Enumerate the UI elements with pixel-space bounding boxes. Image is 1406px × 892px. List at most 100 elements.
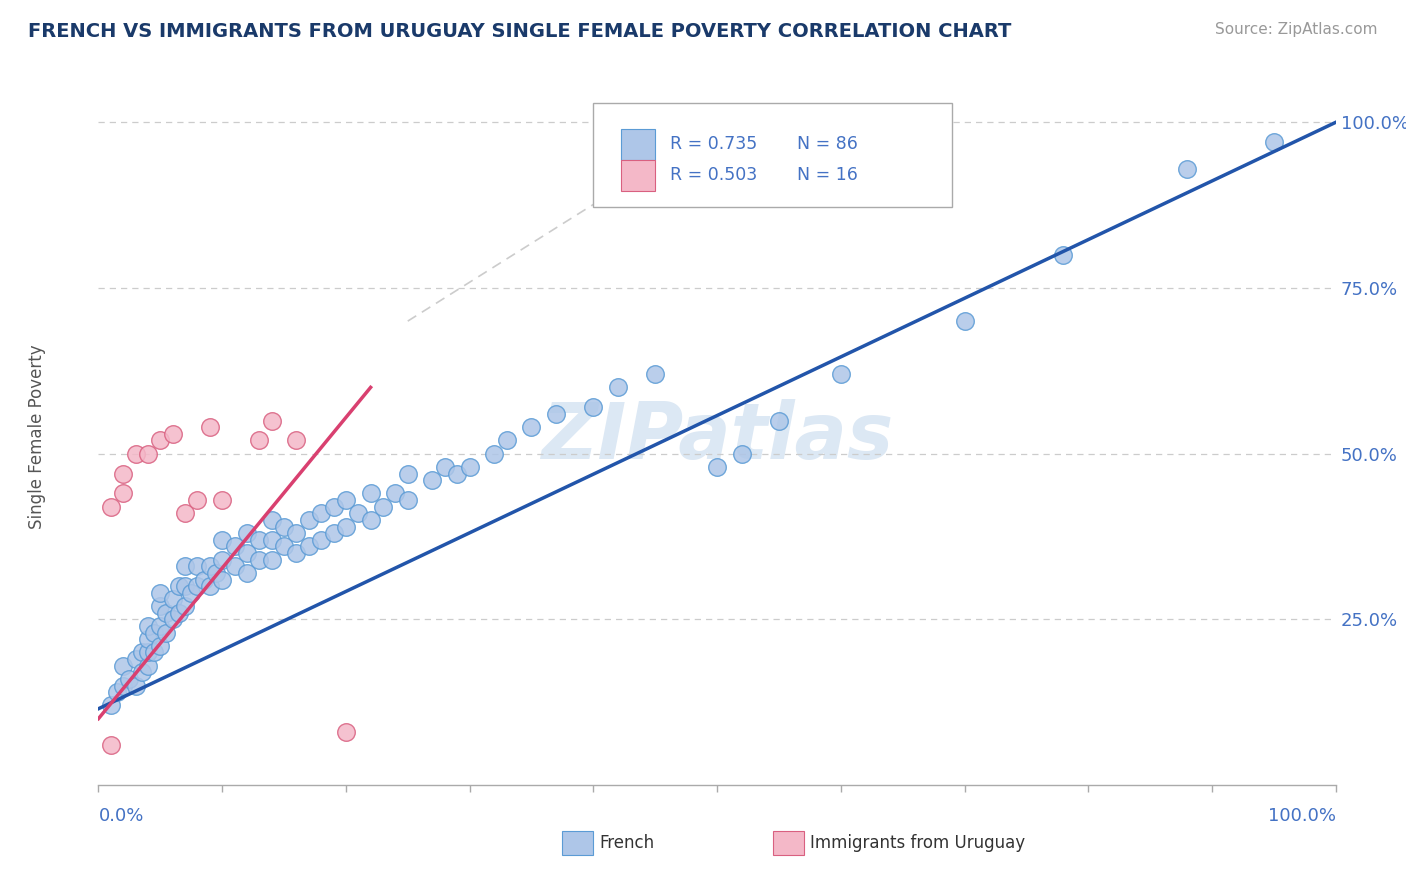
- Text: R = 0.503: R = 0.503: [671, 166, 758, 184]
- Point: [607, 380, 630, 394]
- Point: [100, 500, 122, 514]
- Point: [211, 552, 233, 566]
- Point: [285, 526, 308, 541]
- Point: [260, 413, 283, 427]
- Text: N = 16: N = 16: [797, 166, 858, 184]
- Point: [112, 658, 135, 673]
- Point: [136, 619, 159, 633]
- Point: [174, 579, 197, 593]
- Point: [149, 586, 172, 600]
- Point: [174, 599, 197, 613]
- Point: [260, 513, 283, 527]
- Point: [484, 447, 506, 461]
- Point: [360, 486, 382, 500]
- Text: 100.0%: 100.0%: [1268, 807, 1336, 825]
- Point: [458, 459, 481, 474]
- Point: [495, 434, 517, 448]
- FancyBboxPatch shape: [620, 128, 655, 160]
- Point: [644, 367, 666, 381]
- Point: [247, 533, 270, 547]
- Point: [100, 698, 122, 713]
- Text: Immigrants from Uruguay: Immigrants from Uruguay: [810, 834, 1025, 852]
- Point: [298, 540, 321, 554]
- Point: [136, 632, 159, 647]
- Point: [131, 645, 153, 659]
- Point: [186, 579, 208, 593]
- Point: [236, 526, 259, 541]
- Point: [167, 606, 190, 620]
- Point: [124, 652, 146, 666]
- Point: [211, 493, 233, 508]
- Point: [174, 559, 197, 574]
- Point: [193, 573, 215, 587]
- Point: [260, 533, 283, 547]
- Point: [322, 526, 344, 541]
- Point: [180, 586, 202, 600]
- Point: [247, 434, 270, 448]
- Point: [384, 486, 406, 500]
- Point: [155, 625, 177, 640]
- Point: [446, 467, 468, 481]
- Point: [186, 559, 208, 574]
- Text: French: French: [599, 834, 654, 852]
- Text: Single Female Poverty: Single Female Poverty: [28, 345, 45, 529]
- Point: [520, 420, 543, 434]
- Text: Source: ZipAtlas.com: Source: ZipAtlas.com: [1215, 22, 1378, 37]
- Point: [347, 506, 370, 520]
- Point: [211, 573, 233, 587]
- Point: [335, 725, 357, 739]
- Point: [198, 559, 221, 574]
- Point: [322, 500, 344, 514]
- Point: [143, 625, 166, 640]
- Point: [335, 519, 357, 533]
- Point: [162, 592, 184, 607]
- Point: [149, 619, 172, 633]
- Point: [167, 579, 190, 593]
- Point: [1052, 248, 1074, 262]
- Point: [236, 546, 259, 560]
- Point: [100, 738, 122, 752]
- Point: [112, 679, 135, 693]
- Point: [143, 645, 166, 659]
- Point: [582, 401, 605, 415]
- Point: [768, 413, 790, 427]
- Point: [371, 500, 394, 514]
- Point: [1175, 161, 1198, 176]
- Point: [285, 546, 308, 560]
- Text: FRENCH VS IMMIGRANTS FROM URUGUAY SINGLE FEMALE POVERTY CORRELATION CHART: FRENCH VS IMMIGRANTS FROM URUGUAY SINGLE…: [28, 22, 1011, 41]
- Point: [236, 566, 259, 580]
- Point: [105, 685, 128, 699]
- Point: [309, 533, 332, 547]
- Point: [1263, 135, 1285, 149]
- Point: [396, 493, 419, 508]
- Point: [186, 493, 208, 508]
- Text: ZIPatlas: ZIPatlas: [541, 399, 893, 475]
- Point: [112, 486, 135, 500]
- FancyBboxPatch shape: [593, 103, 952, 208]
- Point: [953, 314, 976, 328]
- Text: 0.0%: 0.0%: [98, 807, 143, 825]
- Point: [273, 519, 295, 533]
- Point: [273, 540, 295, 554]
- Point: [155, 606, 177, 620]
- Point: [162, 612, 184, 626]
- Point: [136, 645, 159, 659]
- Point: [396, 467, 419, 481]
- Point: [174, 506, 197, 520]
- Text: N = 86: N = 86: [797, 136, 858, 153]
- Text: R = 0.735: R = 0.735: [671, 136, 758, 153]
- Point: [149, 639, 172, 653]
- Point: [285, 434, 308, 448]
- Point: [136, 658, 159, 673]
- Point: [149, 434, 172, 448]
- Point: [211, 533, 233, 547]
- Point: [706, 459, 728, 474]
- Point: [433, 459, 456, 474]
- Point: [205, 566, 228, 580]
- Point: [260, 552, 283, 566]
- Point: [224, 540, 246, 554]
- Point: [162, 426, 184, 441]
- Point: [149, 599, 172, 613]
- Point: [247, 552, 270, 566]
- Point: [124, 447, 146, 461]
